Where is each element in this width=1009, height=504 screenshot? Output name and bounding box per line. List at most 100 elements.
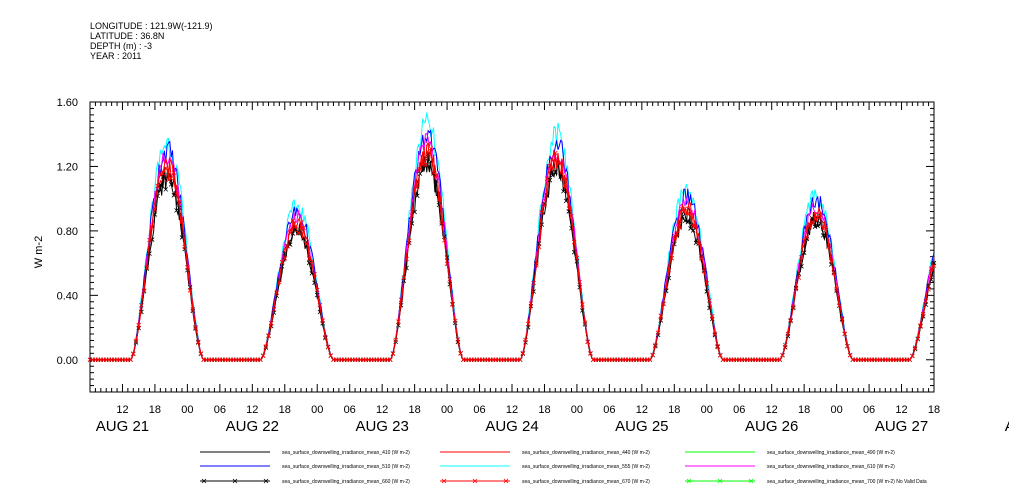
series-marker-8 <box>707 298 712 303</box>
series-line-2 <box>90 149 935 361</box>
series-marker-8 <box>144 265 150 270</box>
series-marker-8 <box>155 183 160 189</box>
series-marker-8 <box>325 344 331 350</box>
legend-label: sea_surface_downwelling_irradiance_mean_… <box>282 450 410 456</box>
series-marker-8 <box>804 235 810 240</box>
series-line-1 <box>90 156 935 361</box>
legend-label: sea_surface_downwelling_irradiance_mean_… <box>282 464 410 470</box>
series-marker-8 <box>650 352 655 358</box>
series-marker-8 <box>525 321 531 327</box>
series-marker-8 <box>674 231 680 236</box>
y-axis-label: W m-2 <box>33 236 45 268</box>
series-marker-8 <box>387 357 393 363</box>
series-marker-8 <box>826 244 831 250</box>
series-marker-7 <box>690 228 696 233</box>
x-day-label: AUG 21 <box>96 418 149 435</box>
series-marker-8 <box>542 202 547 208</box>
series-marker-8 <box>190 307 196 312</box>
series-marker-8 <box>136 322 141 328</box>
series-marker-7 <box>415 193 420 199</box>
series-marker-8 <box>585 339 591 345</box>
series-marker-8 <box>396 319 401 324</box>
legend-marker <box>748 478 754 484</box>
series-marker-8 <box>831 270 837 276</box>
x-hour-label: 18 <box>279 404 291 416</box>
series-marker-8 <box>926 287 931 292</box>
x-hour-label: 00 <box>441 404 453 416</box>
series-marker-8 <box>561 177 566 182</box>
series-marker-7 <box>682 218 688 224</box>
series-marker-8 <box>920 311 926 317</box>
legend-marker <box>472 478 478 484</box>
series-marker-8 <box>550 166 555 172</box>
x-hour-label: 00 <box>571 404 583 416</box>
legend-marker <box>201 478 207 484</box>
series-marker-8 <box>677 225 683 231</box>
series-marker-8 <box>182 244 187 250</box>
series-group <box>87 112 937 363</box>
depth-text: DEPTH (m) : -3 <box>90 41 152 51</box>
series-marker-8 <box>195 339 201 345</box>
x-day-label: AUG 28 <box>1005 418 1009 435</box>
series-marker-8 <box>534 262 539 268</box>
series-marker-8 <box>266 333 271 338</box>
series-marker-8 <box>571 239 577 245</box>
x-hour-label: 18 <box>928 404 940 416</box>
x-day-label: AUG 26 <box>745 418 798 435</box>
y-tick-label: 0.40 <box>57 290 78 302</box>
series-marker-7 <box>442 234 447 240</box>
series-marker-8 <box>271 307 277 312</box>
series-marker-8 <box>785 331 791 337</box>
series-marker-8 <box>409 213 415 218</box>
series-marker-8 <box>588 351 593 356</box>
x-hour-label: 06 <box>863 404 875 416</box>
series-marker-8 <box>274 290 279 296</box>
series-marker-8 <box>704 281 710 286</box>
series-marker-8 <box>452 318 458 324</box>
x-axis: 12 18 00 06 12 18 00 06 12 18 00 06 12 18 00 06 12 18 00 06… <box>89 102 1009 435</box>
series-marker-8 <box>915 336 921 341</box>
series-marker-7 <box>547 177 553 183</box>
series-marker-8 <box>712 331 718 337</box>
x-hour-label: 12 <box>506 404 518 416</box>
series-marker-8 <box>423 162 428 168</box>
series-marker-8 <box>666 267 672 273</box>
series-marker-8 <box>539 210 545 215</box>
legend-label: sea_surface_downwelling_irradiance_mean_… <box>767 464 895 470</box>
series-marker-8 <box>133 338 139 344</box>
series-marker-8 <box>401 275 407 280</box>
series-marker-7 <box>447 281 453 287</box>
series-marker-8 <box>682 206 688 211</box>
legend-label: sea_surface_downwelling_irradiance_mean_… <box>767 479 927 485</box>
series-marker-8 <box>923 298 929 304</box>
series-marker-7 <box>396 322 401 328</box>
series-marker-8 <box>536 244 542 250</box>
series-marker-8 <box>260 353 266 358</box>
series-marker-8 <box>406 238 412 243</box>
latitude-text: LATITUDE : 36.8N <box>90 31 165 41</box>
legend-marker <box>263 478 269 484</box>
legend-label: sea_surface_downwelling_irradiance_mean_… <box>522 450 650 456</box>
legend: sea_surface_downwelling_irradiance_mean_… <box>200 450 927 485</box>
series-marker-8 <box>563 176 569 181</box>
series-marker-8 <box>447 276 453 282</box>
series-marker-8 <box>279 259 285 265</box>
year-text: YEAR : 2011 <box>90 51 142 61</box>
series-marker-8 <box>847 352 853 358</box>
series-marker-8 <box>658 313 664 318</box>
series-marker-8 <box>809 220 815 225</box>
series-marker-8 <box>655 330 661 336</box>
x-hour-label: 12 <box>116 404 128 416</box>
series-marker-8 <box>780 353 785 358</box>
longitude-text: LONGITUDE : 121.9W(-121.9) <box>90 21 213 31</box>
series-marker-8 <box>277 279 282 285</box>
x-hour-label: 18 <box>408 404 420 416</box>
series-marker-8 <box>287 230 293 235</box>
series-marker-7 <box>550 173 555 178</box>
series-marker-8 <box>412 186 417 192</box>
series-marker-8 <box>425 141 431 147</box>
series-marker-8 <box>791 304 796 310</box>
series-marker-8 <box>577 279 582 285</box>
series-marker-8 <box>688 210 693 215</box>
series-marker-8 <box>782 342 788 348</box>
